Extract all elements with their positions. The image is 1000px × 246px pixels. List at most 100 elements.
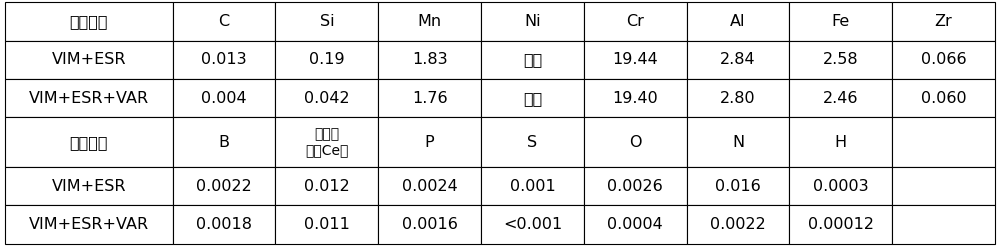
Bar: [584, 79, 687, 117]
Text: 0.0022: 0.0022: [196, 179, 252, 194]
Bar: [481, 117, 584, 167]
Text: H: H: [835, 135, 847, 150]
Bar: [892, 41, 995, 79]
Bar: [789, 117, 892, 167]
Bar: [378, 205, 481, 244]
Bar: [481, 205, 584, 244]
Bar: [173, 167, 275, 205]
Text: 0.0022: 0.0022: [710, 217, 766, 232]
Bar: [687, 79, 789, 117]
Text: 0.060: 0.060: [921, 91, 966, 106]
Text: Si: Si: [320, 14, 334, 29]
Text: 19.40: 19.40: [612, 91, 658, 106]
Bar: [892, 79, 995, 117]
Bar: [275, 79, 378, 117]
Bar: [687, 117, 789, 167]
Text: 0.001: 0.001: [510, 179, 555, 194]
Bar: [5, 2, 173, 41]
Bar: [378, 117, 481, 167]
Text: C: C: [219, 14, 230, 29]
Text: 1.76: 1.76: [412, 91, 447, 106]
Bar: [481, 2, 584, 41]
Text: 稀土元
素（Ce）: 稀土元 素（Ce）: [305, 127, 349, 157]
Text: 0.0026: 0.0026: [607, 179, 663, 194]
Bar: [481, 41, 584, 79]
Bar: [584, 117, 687, 167]
Text: 0.00012: 0.00012: [808, 217, 874, 232]
Bar: [789, 167, 892, 205]
Text: 余量: 余量: [523, 52, 542, 67]
Bar: [584, 167, 687, 205]
Bar: [584, 41, 687, 79]
Bar: [892, 2, 995, 41]
Bar: [275, 2, 378, 41]
Bar: [378, 2, 481, 41]
Bar: [5, 205, 173, 244]
Text: 0.0003: 0.0003: [813, 179, 869, 194]
Bar: [892, 117, 995, 167]
Text: 2.58: 2.58: [823, 52, 859, 67]
Text: 0.0024: 0.0024: [402, 179, 458, 194]
Text: N: N: [732, 135, 744, 150]
Bar: [789, 79, 892, 117]
Text: 0.011: 0.011: [304, 217, 350, 232]
Bar: [687, 167, 789, 205]
Text: 2.84: 2.84: [720, 52, 756, 67]
Bar: [275, 167, 378, 205]
Text: VIM+ESR: VIM+ESR: [52, 179, 126, 194]
Text: 余量: 余量: [523, 91, 542, 106]
Bar: [378, 79, 481, 117]
Text: VIM+ESR: VIM+ESR: [52, 52, 126, 67]
Bar: [5, 167, 173, 205]
Text: O: O: [629, 135, 641, 150]
Bar: [789, 2, 892, 41]
Text: 0.012: 0.012: [304, 179, 350, 194]
Bar: [584, 2, 687, 41]
Text: VIM+ESR+VAR: VIM+ESR+VAR: [29, 217, 149, 232]
Bar: [5, 117, 173, 167]
Text: 0.0004: 0.0004: [607, 217, 663, 232]
Bar: [687, 41, 789, 79]
Text: Zr: Zr: [935, 14, 952, 29]
Text: 0.013: 0.013: [201, 52, 247, 67]
Bar: [378, 41, 481, 79]
Bar: [892, 205, 995, 244]
Text: Fe: Fe: [832, 14, 850, 29]
Bar: [687, 205, 789, 244]
Bar: [173, 41, 275, 79]
Bar: [378, 167, 481, 205]
Text: 0.0018: 0.0018: [196, 217, 252, 232]
Text: B: B: [219, 135, 230, 150]
Bar: [789, 41, 892, 79]
Bar: [173, 117, 275, 167]
Bar: [789, 205, 892, 244]
Text: 合金元素: 合金元素: [70, 135, 108, 150]
Text: Al: Al: [730, 14, 746, 29]
Text: 1.83: 1.83: [412, 52, 447, 67]
Text: 19.44: 19.44: [612, 52, 658, 67]
Text: <0.001: <0.001: [503, 217, 562, 232]
Bar: [275, 205, 378, 244]
Bar: [5, 41, 173, 79]
Bar: [275, 117, 378, 167]
Text: Mn: Mn: [418, 14, 442, 29]
Bar: [173, 2, 275, 41]
Text: Cr: Cr: [626, 14, 644, 29]
Text: Ni: Ni: [524, 14, 541, 29]
Bar: [173, 205, 275, 244]
Text: P: P: [425, 135, 434, 150]
Bar: [275, 41, 378, 79]
Text: 0.066: 0.066: [921, 52, 966, 67]
Text: VIM+ESR+VAR: VIM+ESR+VAR: [29, 91, 149, 106]
Text: 0.19: 0.19: [309, 52, 345, 67]
Text: S: S: [527, 135, 538, 150]
Text: 2.46: 2.46: [823, 91, 859, 106]
Bar: [481, 167, 584, 205]
Bar: [173, 79, 275, 117]
Bar: [5, 79, 173, 117]
Text: 0.0016: 0.0016: [402, 217, 458, 232]
Bar: [687, 2, 789, 41]
Bar: [584, 205, 687, 244]
Text: 0.016: 0.016: [715, 179, 761, 194]
Bar: [892, 167, 995, 205]
